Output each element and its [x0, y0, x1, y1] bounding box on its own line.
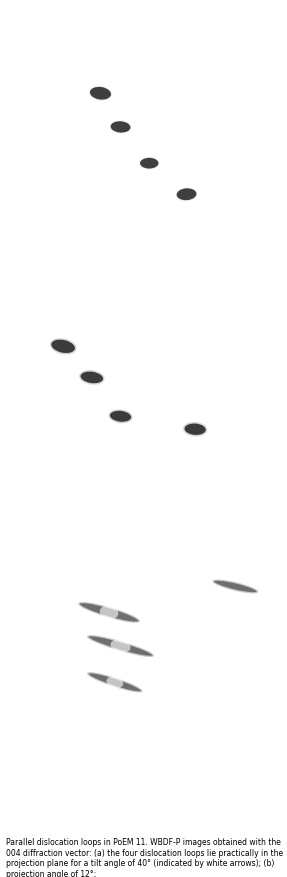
Ellipse shape: [184, 424, 207, 436]
Ellipse shape: [42, 32, 61, 48]
Text: b): b): [9, 282, 22, 292]
Ellipse shape: [110, 121, 131, 134]
Text: 50 nm: 50 nm: [207, 492, 238, 502]
Text: -40°: -40°: [11, 241, 32, 252]
Text: $\mathbf{g}$: 0  0  4: $\mathbf{g}$: 0 0 4: [20, 667, 70, 681]
Ellipse shape: [88, 636, 153, 657]
Text: -12°: -12°: [11, 507, 32, 517]
Ellipse shape: [89, 87, 112, 102]
Text: c): c): [9, 548, 20, 558]
Ellipse shape: [110, 639, 131, 652]
Ellipse shape: [106, 676, 123, 688]
Ellipse shape: [109, 410, 132, 423]
Text: 36°: 36°: [11, 773, 28, 783]
Ellipse shape: [213, 581, 257, 593]
Text: 50 nm: 50 nm: [207, 226, 238, 236]
Text: Parallel dislocation loops in PoEM 11. WBDF-P images obtained with the 004 diffr: Parallel dislocation loops in PoEM 11. W…: [6, 838, 283, 877]
Text: a): a): [9, 17, 21, 26]
Text: 50 nm: 50 nm: [207, 758, 238, 767]
Ellipse shape: [88, 673, 142, 692]
Text: $\mathbf{g}$: 0  0  4: $\mathbf{g}$: 0 0 4: [20, 136, 70, 150]
Ellipse shape: [79, 602, 139, 623]
Ellipse shape: [100, 606, 118, 620]
Ellipse shape: [80, 371, 104, 385]
Ellipse shape: [176, 189, 197, 202]
Text: $\mathbf{g}$: 0  0  4: $\mathbf{g}$: 0 0 4: [20, 402, 70, 416]
Ellipse shape: [139, 158, 159, 170]
Ellipse shape: [51, 339, 76, 354]
